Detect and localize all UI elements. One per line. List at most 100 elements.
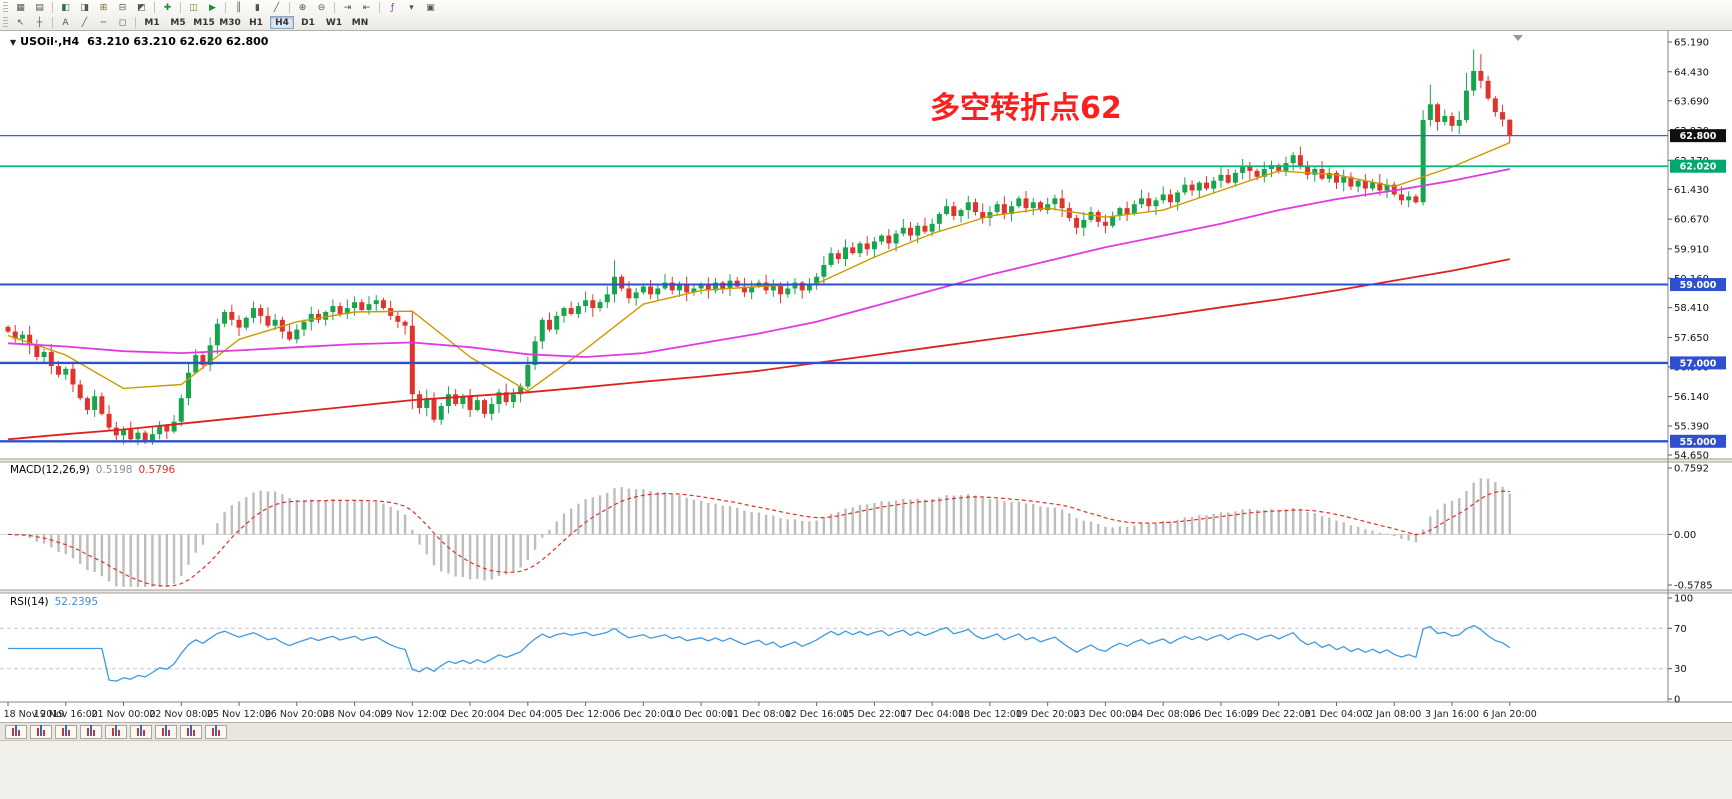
timeframe-button-m5[interactable]: M5 <box>170 18 186 28</box>
candlestick-chart-button-icon[interactable]: ▮ <box>255 3 260 13</box>
shapes-button-icon[interactable]: ◻ <box>118 18 127 28</box>
timeframe-button-m30[interactable]: M30 <box>219 18 241 28</box>
ma-fast-line <box>7 142 1511 392</box>
toolbar-separator <box>225 2 226 13</box>
data-window-button-icon[interactable]: ◨ <box>80 3 89 13</box>
chart-shift-marker[interactable] <box>1513 35 1523 41</box>
svg-text:64.430: 64.430 <box>1674 67 1709 78</box>
toolbar-separator <box>180 2 181 13</box>
timeframe-button-w1[interactable]: W1 <box>325 18 343 28</box>
zoom-out-button-icon[interactable]: ⊖ <box>317 3 326 13</box>
horizontal-line-button-icon[interactable]: ─ <box>100 18 107 28</box>
navigator-button-icon[interactable]: ⊞ <box>99 3 108 13</box>
market-watch-button-icon[interactable]: ◧ <box>61 3 70 13</box>
price-badge-62.020: 62.020 <box>1670 159 1726 173</box>
svg-text:28 Nov 04:00: 28 Nov 04:00 <box>323 709 387 720</box>
toolbar-separator <box>52 17 53 28</box>
macd-signal-value: 0.5796 <box>138 464 176 476</box>
status-bar <box>0 740 1732 799</box>
timeframe-button-h4[interactable]: H4 <box>270 16 294 29</box>
zoom-in-button-icon[interactable]: ⊕ <box>298 3 307 13</box>
macd-scale-label: 0.00 <box>1674 530 1696 541</box>
svg-text:55.000: 55.000 <box>1680 437 1717 448</box>
toolbar-separator <box>379 2 380 13</box>
svg-text:29 Dec 22:00: 29 Dec 22:00 <box>1247 709 1311 720</box>
chart-tab[interactable] <box>205 724 227 739</box>
chart-title: ▼ USOil·,H4 63.210 63.210 62.620 62.800 <box>10 35 268 48</box>
collapse-caret-icon[interactable]: ▼ <box>10 38 17 47</box>
line-chart-button-icon[interactable]: ╱ <box>273 3 280 13</box>
price-chart-canvas[interactable]: 65.19064.43063.69062.93062.17061.43060.6… <box>0 31 1732 722</box>
chart-text-annotation[interactable]: 多空转折点62 <box>930 91 1122 126</box>
auto-scroll-button-icon[interactable]: ⇥ <box>343 3 352 13</box>
timeframe-button-h1[interactable]: H1 <box>249 18 263 28</box>
macd-indicator-title: MACD(12,26,9) 0.5198 0.5796 <box>10 464 175 476</box>
svg-text:62.800: 62.800 <box>1680 131 1717 142</box>
new-chart-button-icon[interactable]: ▦ <box>16 3 25 13</box>
svg-text:63.690: 63.690 <box>1674 96 1709 107</box>
templates-button-icon[interactable]: ▣ <box>426 3 435 13</box>
svg-text:18 Dec 12:00: 18 Dec 12:00 <box>958 709 1022 720</box>
periods-dropdown-icon[interactable]: ▾ <box>409 3 414 13</box>
strategy-tester-button-icon[interactable]: ◩ <box>137 3 146 13</box>
svg-text:56.140: 56.140 <box>1674 392 1709 403</box>
cursor-button-icon[interactable]: ↖ <box>16 18 25 28</box>
timeframe-button-mn[interactable]: MN <box>351 18 369 28</box>
svg-text:2 Dec 20:00: 2 Dec 20:00 <box>441 709 499 720</box>
price-badge-57.000: 57.000 <box>1670 356 1726 370</box>
timeframe-button-m1[interactable]: M1 <box>144 18 160 28</box>
new-order-button-icon[interactable]: ✚ <box>163 3 172 13</box>
svg-text:6 Dec 20:00: 6 Dec 20:00 <box>614 709 672 720</box>
timeframe-button-d1[interactable]: D1 <box>301 18 315 28</box>
price-axis-labels: 65.19064.43063.69062.93062.17061.43060.6… <box>1668 38 1709 462</box>
toolbar-separator <box>135 17 136 28</box>
chart-tab[interactable] <box>55 724 77 739</box>
toolbar-separator <box>289 2 290 13</box>
svg-text:23 Dec 00:00: 23 Dec 00:00 <box>1073 709 1137 720</box>
trendline-button-icon[interactable]: ╱ <box>81 18 88 28</box>
standard-toolbar-row: ▦ ▤ ◧ ◨ ⊞ ⊟ ◩ ✚ ◫ ▶ ║ ▮ ╱ ⊕ ⊖ ⇥ ⇤ ƒ ▾ ▣ <box>0 0 1732 15</box>
svg-text:55.390: 55.390 <box>1674 422 1709 433</box>
terminal-button-icon[interactable]: ⊟ <box>118 3 127 13</box>
panel-splitter[interactable] <box>0 590 1732 593</box>
bar-chart-button-icon[interactable]: ║ <box>235 3 242 13</box>
chart-tab[interactable] <box>30 724 52 739</box>
svg-text:17 Dec 04:00: 17 Dec 04:00 <box>900 709 964 720</box>
chart-tab[interactable] <box>155 724 177 739</box>
macd-scale-label: -0.5785 <box>1674 581 1713 592</box>
line-studies-toolbar-row: ↖ ┼ A ╱ ─ ◻ M1 M5 M15 M30 H1 H4 D1 W1 MN <box>0 15 1732 30</box>
toolbar-separator <box>52 2 53 13</box>
svg-text:65.190: 65.190 <box>1674 38 1709 49</box>
svg-text:58.410: 58.410 <box>1674 303 1709 314</box>
svg-text:26 Nov 20:00: 26 Nov 20:00 <box>265 709 329 720</box>
panel-splitter[interactable] <box>0 459 1732 462</box>
autotrading-button-icon[interactable]: ▶ <box>209 3 216 13</box>
toolbar-grip[interactable] <box>3 16 8 29</box>
svg-text:15 Dec 22:00: 15 Dec 22:00 <box>842 709 906 720</box>
ma-medium-line <box>7 168 1510 358</box>
svg-text:4 Dec 04:00: 4 Dec 04:00 <box>499 709 557 720</box>
macd-label: MACD(12,26,9) <box>10 464 90 476</box>
text-label-button-icon[interactable]: A <box>62 18 69 28</box>
crosshair-button-icon[interactable]: ┼ <box>36 18 43 28</box>
symbol-period-label: USOil·,H4 <box>20 35 80 48</box>
candles-layer <box>5 49 1513 446</box>
rsi-indicator-title: RSI(14) 52.2395 <box>10 596 98 608</box>
toolbar-grip[interactable] <box>3 1 8 14</box>
svg-text:62.020: 62.020 <box>1680 162 1717 173</box>
svg-text:19 Nov 16:00: 19 Nov 16:00 <box>34 709 98 720</box>
svg-text:3 Jan 16:00: 3 Jan 16:00 <box>1425 709 1479 720</box>
toolbar-separator <box>154 2 155 13</box>
timeframe-button-m15[interactable]: M15 <box>193 18 215 28</box>
chart-tab[interactable] <box>105 724 127 739</box>
chart-tabs-bar <box>0 722 1732 740</box>
chart-shift-button-icon[interactable]: ⇤ <box>362 3 371 13</box>
chart-tab[interactable] <box>5 724 27 739</box>
rsi-line <box>8 624 1511 682</box>
chart-tab[interactable] <box>80 724 102 739</box>
chart-tab[interactable] <box>130 724 152 739</box>
profiles-button-icon[interactable]: ▤ <box>35 3 44 13</box>
metaeditor-button-icon[interactable]: ◫ <box>189 3 198 13</box>
indicators-button-icon[interactable]: ƒ <box>390 3 395 13</box>
chart-tab[interactable] <box>180 724 202 739</box>
